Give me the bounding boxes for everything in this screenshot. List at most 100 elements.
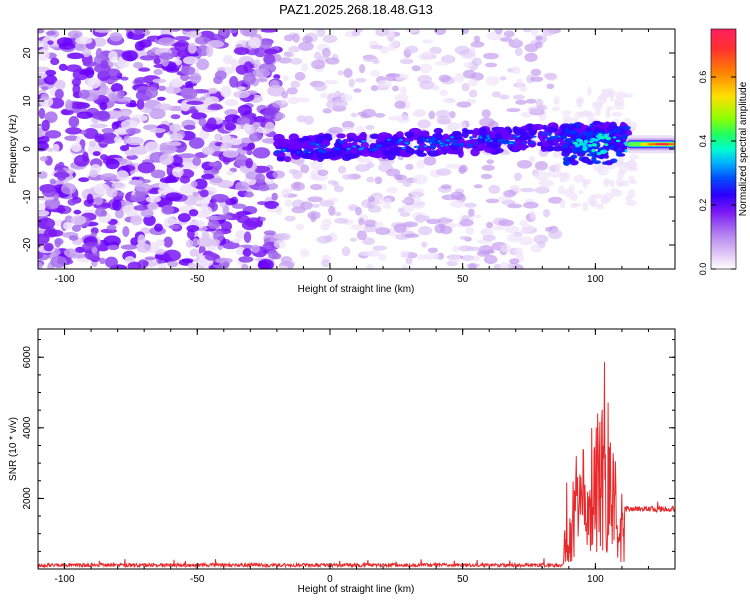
spectral-cell	[186, 224, 200, 232]
spectral-cell	[412, 201, 426, 209]
spectral-cell	[472, 255, 480, 262]
spectral-cell	[355, 77, 367, 83]
spectral-cell	[341, 127, 354, 132]
spectral-cell	[492, 225, 506, 231]
spectral-cell	[355, 206, 362, 216]
spectral-cell	[82, 61, 97, 67]
spectral-cell	[468, 89, 478, 98]
spectral-cell	[38, 135, 50, 144]
spectral-cell	[462, 69, 476, 79]
spectral-cell	[281, 90, 289, 99]
spectral-cell	[93, 133, 105, 143]
spectral-cell	[100, 173, 117, 181]
y-tick-label: 20	[22, 47, 33, 59]
spectral-cell	[186, 30, 203, 38]
spectral-cell	[215, 70, 227, 80]
spectral-cell	[258, 40, 273, 49]
spectral-cell	[97, 110, 111, 122]
spectral-cell	[136, 98, 145, 110]
spectral-cell	[383, 139, 393, 148]
spectral-cell	[486, 249, 495, 254]
spectral-cell	[88, 140, 97, 148]
spectral-cell	[283, 156, 292, 163]
spectral-cell	[534, 161, 548, 171]
spectral-cell	[199, 189, 209, 198]
spectral-cell	[187, 42, 197, 54]
spectral-cell	[196, 44, 210, 57]
spectral-cell	[614, 97, 625, 106]
spectral-cell	[468, 46, 476, 54]
spectral-cell	[106, 224, 117, 231]
spectral-cell	[469, 136, 474, 139]
spectral-cell	[290, 80, 301, 88]
spectral-cell	[506, 233, 523, 243]
spectral-cell	[628, 175, 635, 182]
spectral-cell	[169, 123, 182, 133]
spectral-cell	[606, 164, 616, 170]
spectral-cell	[300, 201, 313, 210]
spectral-cell	[170, 132, 184, 142]
spectral-cell	[437, 150, 444, 155]
spectral-cell	[469, 143, 473, 148]
spectral-cell	[41, 86, 49, 91]
spectral-cell	[494, 29, 503, 35]
spectral-cell	[416, 146, 419, 148]
spectral-cell	[518, 229, 529, 235]
spectral-cell	[93, 63, 111, 74]
spectral-cell	[610, 179, 615, 188]
colorbar-label: Normalized spectral amplitude	[738, 81, 749, 216]
spectral-cell	[127, 261, 142, 269]
spectral-cell	[258, 184, 270, 192]
spectral-cell	[114, 209, 124, 219]
spectral-cell	[483, 52, 499, 60]
spectral-cell	[579, 139, 584, 143]
spectral-cell	[356, 230, 368, 241]
spectral-cell	[188, 137, 205, 149]
spectral-cell	[54, 88, 64, 100]
spectral-cell	[499, 37, 513, 42]
spectral-cell	[43, 242, 54, 252]
snr-panel: -100 -50 0 50 100 2000 4000 6000 Height of stra…	[8, 328, 676, 595]
spectral-cell	[178, 153, 196, 159]
spectral-cell	[209, 103, 222, 109]
spectral-cell	[274, 150, 280, 155]
spectral-cell	[78, 89, 90, 99]
spectral-cell	[86, 193, 94, 205]
spectral-cell	[561, 110, 572, 116]
spectral-cell	[412, 174, 428, 185]
spectral-cell	[603, 154, 609, 159]
spectral-cell	[189, 248, 199, 257]
spectral-cell	[81, 48, 91, 58]
spectral-cell	[589, 123, 594, 129]
spectral-cell	[201, 173, 215, 180]
spectral-cell	[317, 169, 329, 176]
spectral-cell	[394, 173, 403, 181]
spectral-cell	[147, 202, 159, 211]
spectral-cell	[140, 208, 154, 218]
y-tick-label: -20	[22, 237, 33, 252]
spectral-cell	[321, 218, 332, 227]
spectral-cell	[404, 233, 420, 238]
spectral-cell	[221, 241, 240, 250]
y-tick-label: 2000	[22, 487, 33, 510]
spectral-cell	[474, 142, 479, 145]
spectral-cell	[243, 231, 252, 243]
spectrogram-heatmap	[38, 29, 675, 269]
spectral-cell	[311, 203, 320, 208]
spectral-cell	[278, 141, 288, 148]
spectral-cell	[470, 41, 485, 48]
spectral-cell	[218, 29, 228, 36]
spectral-cell	[310, 173, 318, 181]
spectral-cell	[167, 260, 179, 268]
spectral-cell	[308, 151, 311, 154]
spectral-cell	[573, 141, 578, 145]
spectral-cell	[45, 130, 62, 139]
spectral-cell	[587, 143, 593, 148]
spectral-cell	[481, 109, 491, 119]
spectral-cell	[44, 111, 58, 123]
spectral-cell	[244, 191, 254, 198]
spectral-cell	[603, 177, 610, 187]
spectral-cell	[543, 72, 557, 79]
spectral-cell	[252, 68, 271, 78]
spectral-cell	[370, 70, 380, 77]
